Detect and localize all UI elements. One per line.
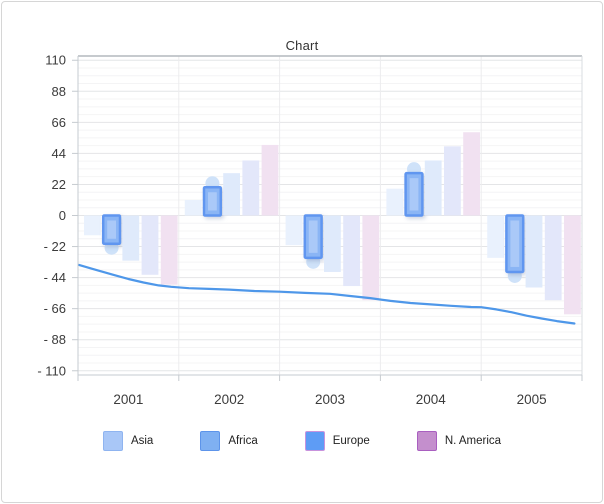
bar-n-america-2005[interactable] (544, 215, 562, 301)
africa-swatch-icon (200, 431, 221, 451)
y-tick-label: 110 (45, 53, 66, 68)
y-tick-label: - 66 (44, 301, 66, 316)
x-tick-label: 2005 (517, 392, 547, 407)
bar-inner-highlight (409, 178, 419, 211)
bar-n-america-2001[interactable] (141, 215, 159, 275)
trend-line[interactable] (77, 263, 576, 325)
y-tick-label: 88 (52, 84, 66, 99)
bar-inner-highlight (510, 220, 520, 267)
x-tick-label: 2002 (214, 392, 244, 407)
legend-item-n-america[interactable]: N. America (416, 431, 502, 451)
bar-asia-2001[interactable] (84, 215, 101, 236)
legend-item-europe[interactable]: Europe (304, 431, 370, 451)
bar-europe-2004[interactable] (424, 160, 442, 216)
bar-asia-2005[interactable] (487, 215, 504, 258)
y-tick-label: 66 (52, 115, 66, 130)
bar-n-america-2004[interactable] (444, 146, 461, 216)
bar-n-america-2002[interactable] (242, 160, 260, 216)
x-tick-label: 2004 (416, 392, 447, 407)
legend-label-europe: Europe (332, 435, 370, 447)
legend-label-n-america: N. America (444, 435, 502, 447)
bar-asia-2003[interactable] (285, 215, 303, 246)
n-america-swatch-icon (416, 431, 437, 451)
y-tick-label: - 88 (44, 332, 66, 347)
y-tick-label: - 110 (37, 363, 66, 378)
bar-unlabeled-2001[interactable] (160, 215, 178, 285)
y-tick-label: 44 (52, 146, 66, 161)
y-tick-label: - 44 (44, 270, 66, 285)
x-tick-label: 2003 (315, 392, 345, 407)
bar-asia-2002[interactable] (184, 199, 202, 216)
bar-europe-2002[interactable] (223, 173, 240, 216)
legend-label-africa: Africa (228, 435, 258, 447)
bar-unlabeled-2004[interactable] (463, 132, 480, 216)
bar-unlabeled-2005[interactable] (564, 215, 581, 315)
bar-europe-2003[interactable] (324, 215, 341, 272)
bar-africa-2004[interactable] (404, 171, 424, 217)
bar-africa-2001[interactable] (101, 214, 122, 245)
bar-asia-2004[interactable] (386, 188, 404, 216)
europe-swatch-icon (304, 431, 325, 451)
y-tick-label: - 22 (44, 239, 66, 254)
bar-africa-2002[interactable] (202, 186, 223, 217)
bar-europe-2005[interactable] (525, 215, 543, 288)
bar-africa-2003[interactable] (303, 214, 323, 260)
y-tick-label: 22 (52, 177, 66, 192)
bar-inner-highlight (208, 192, 217, 211)
bar-europe-2001[interactable] (122, 215, 140, 261)
bar-unlabeled-2003[interactable] (362, 215, 380, 301)
bar-inner-highlight (308, 220, 318, 253)
legend-label-asia: Asia (130, 435, 154, 447)
chart-title: Chart (285, 38, 319, 53)
legend-item-asia[interactable]: Asia (102, 431, 154, 451)
y-tick-label: 0 (59, 208, 66, 223)
legend-item-africa[interactable]: Africa (200, 431, 258, 451)
bar-n-america-2003[interactable] (343, 215, 360, 287)
bar-inner-highlight (107, 220, 116, 239)
x-tick-label: 2001 (113, 392, 143, 407)
asia-swatch-icon (102, 431, 123, 451)
chart-legend: Asia Africa Europe N. America (2, 425, 602, 457)
bar-africa-2005[interactable] (505, 214, 525, 274)
bar-unlabeled-2002[interactable] (261, 144, 279, 216)
